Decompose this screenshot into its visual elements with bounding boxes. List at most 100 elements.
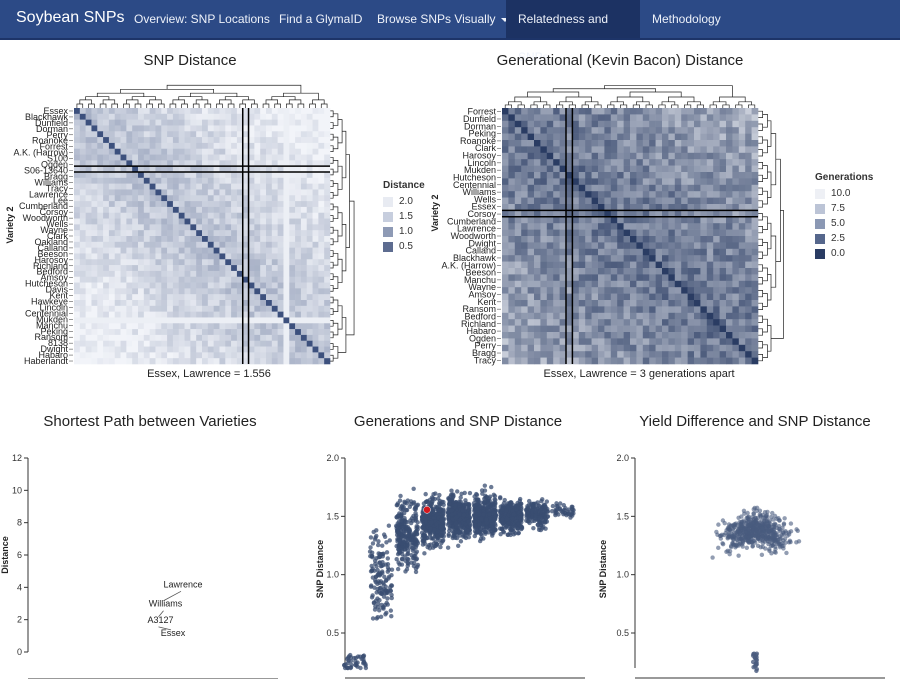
- dendrogram-branch: [758, 213, 763, 221]
- heatmap-cell: [668, 165, 676, 173]
- heatmap-cell: [527, 165, 535, 173]
- dendrogram-branch: [178, 96, 203, 100]
- heatmap-cell: [207, 323, 214, 330]
- brand-link[interactable]: Soybean SNPs: [16, 9, 125, 26]
- heatmap-cell: [745, 191, 752, 198]
- heatmap-cell: [745, 357, 752, 365]
- nav-item-browse-snps[interactable]: Browse SNPs Visually: [365, 0, 521, 38]
- heatmap-cell: [312, 189, 319, 196]
- heatmap-cell: [108, 270, 116, 278]
- heatmap-cell: [732, 114, 740, 122]
- heatmap-cell: [161, 160, 168, 167]
- heatmap-cell: [514, 216, 522, 224]
- heatmap-cell: [585, 152, 592, 160]
- heatmap-cell: [114, 270, 121, 278]
- heatmap-cell: [271, 218, 278, 225]
- heatmap-cell: [155, 253, 162, 260]
- heatmap-cell: [126, 166, 133, 173]
- heatmap-cell: [649, 236, 656, 243]
- heatmap-cell: [295, 230, 302, 237]
- heatmap-cell: [184, 166, 191, 173]
- heatmap-cell: [738, 127, 746, 134]
- heatmap-cell: [585, 357, 592, 365]
- heatmap-cell: [254, 206, 261, 214]
- heatmap-cell: [540, 191, 548, 198]
- heatmap-cell: [103, 358, 110, 365]
- heatmap-cell: [706, 357, 714, 365]
- heatmap-row-label: Bedford: [36, 267, 68, 277]
- heatmap-cell: [534, 280, 541, 288]
- heatmap-cell: [324, 224, 331, 231]
- heatmap-cell: [91, 236, 98, 243]
- heatmap-cell: [636, 306, 644, 314]
- heatmap-cell: [662, 274, 669, 282]
- heatmap-cell: [700, 159, 708, 166]
- heatmap-cell: [97, 166, 104, 173]
- heatmap-row-label: Dwight: [40, 344, 68, 354]
- heatmap-cell: [97, 137, 104, 144]
- heatmap-cell: [306, 172, 313, 179]
- heatmap-cell: [610, 140, 618, 147]
- heatmap-cell: [167, 305, 174, 312]
- heatmap-cell: [149, 311, 156, 318]
- dendrogram-branch: [126, 99, 139, 105]
- heatmap-cell: [508, 242, 516, 250]
- heatmap-cell: [254, 311, 261, 318]
- heatmap-cell: [108, 346, 116, 353]
- dendrogram-branch: [330, 192, 334, 199]
- nav-item-find-glymaid[interactable]: Find a GlymaID: [279, 12, 363, 26]
- scatter-point: [376, 539, 381, 544]
- heatmap-cell: [219, 160, 226, 167]
- heatmap-cell: [260, 189, 267, 196]
- gen-heatmap[interactable]: ForrestDunfieldDormanPekingRoanokeClarkH…: [440, 80, 810, 370]
- heatmap-cell: [254, 142, 261, 150]
- heatmap-cell: [248, 265, 255, 272]
- heatmap-cell: [559, 248, 567, 256]
- nav-item-overview[interactable]: Overview: SNP Locations: [134, 12, 270, 26]
- heatmap-cell: [719, 261, 727, 269]
- snp-legend-item: 1.0: [383, 224, 425, 239]
- heatmap-cell: [623, 216, 631, 224]
- heatmap-cell: [604, 146, 612, 154]
- heatmap-cell: [623, 312, 631, 320]
- heatmap-cell: [578, 133, 586, 141]
- heatmap-cell: [74, 311, 81, 318]
- heatmap-cell: [700, 319, 708, 326]
- heatmap-cell: [681, 159, 688, 166]
- scatter-point: [381, 594, 387, 599]
- heatmap-cell: [534, 172, 541, 179]
- heatmap-cell: [271, 206, 278, 214]
- heatmap-cell: [604, 127, 612, 134]
- heatmap-cell: [236, 253, 244, 260]
- snp-heatmap[interactable]: EssexBlackhawkDunfieldDormanPerryRoanoke…: [0, 80, 380, 370]
- heatmap-cell: [566, 344, 573, 352]
- heatmap-cell: [534, 287, 541, 294]
- heatmap-cell: [178, 160, 185, 167]
- heatmap-cell: [74, 305, 81, 312]
- heatmap-cell: [598, 152, 605, 160]
- heatmap-cell: [566, 184, 573, 192]
- heatmap-cell: [254, 224, 261, 231]
- heatmap-cell: [681, 261, 688, 269]
- heatmap-cell: [751, 248, 759, 256]
- heatmap-cell: [126, 206, 133, 214]
- heatmap-cell: [706, 216, 714, 224]
- heatmap-cell: [700, 210, 708, 218]
- heatmap-cell: [636, 140, 644, 147]
- dendrogram-branch: [719, 96, 746, 102]
- heatmap-cell: [630, 344, 637, 352]
- heatmap-cell: [190, 142, 197, 150]
- nav-item-methodology[interactable]: Methodology: [652, 12, 721, 26]
- dendrogram-branch: [762, 318, 768, 333]
- heatmap-cell: [289, 177, 296, 184]
- heatmap-cell: [161, 265, 168, 272]
- heatmap-cell: [248, 108, 255, 115]
- gen-scatter[interactable]: 0.51.01.52.0: [300, 440, 600, 679]
- heatmap-cell: [155, 166, 162, 173]
- heatmap-cell: [114, 265, 121, 272]
- heatmap-cell: [91, 253, 98, 260]
- heatmap-cell: [306, 195, 313, 202]
- heatmap-cell: [713, 216, 720, 224]
- nav-item-relatedness[interactable]: Relatedness and SNPs: [506, 0, 640, 64]
